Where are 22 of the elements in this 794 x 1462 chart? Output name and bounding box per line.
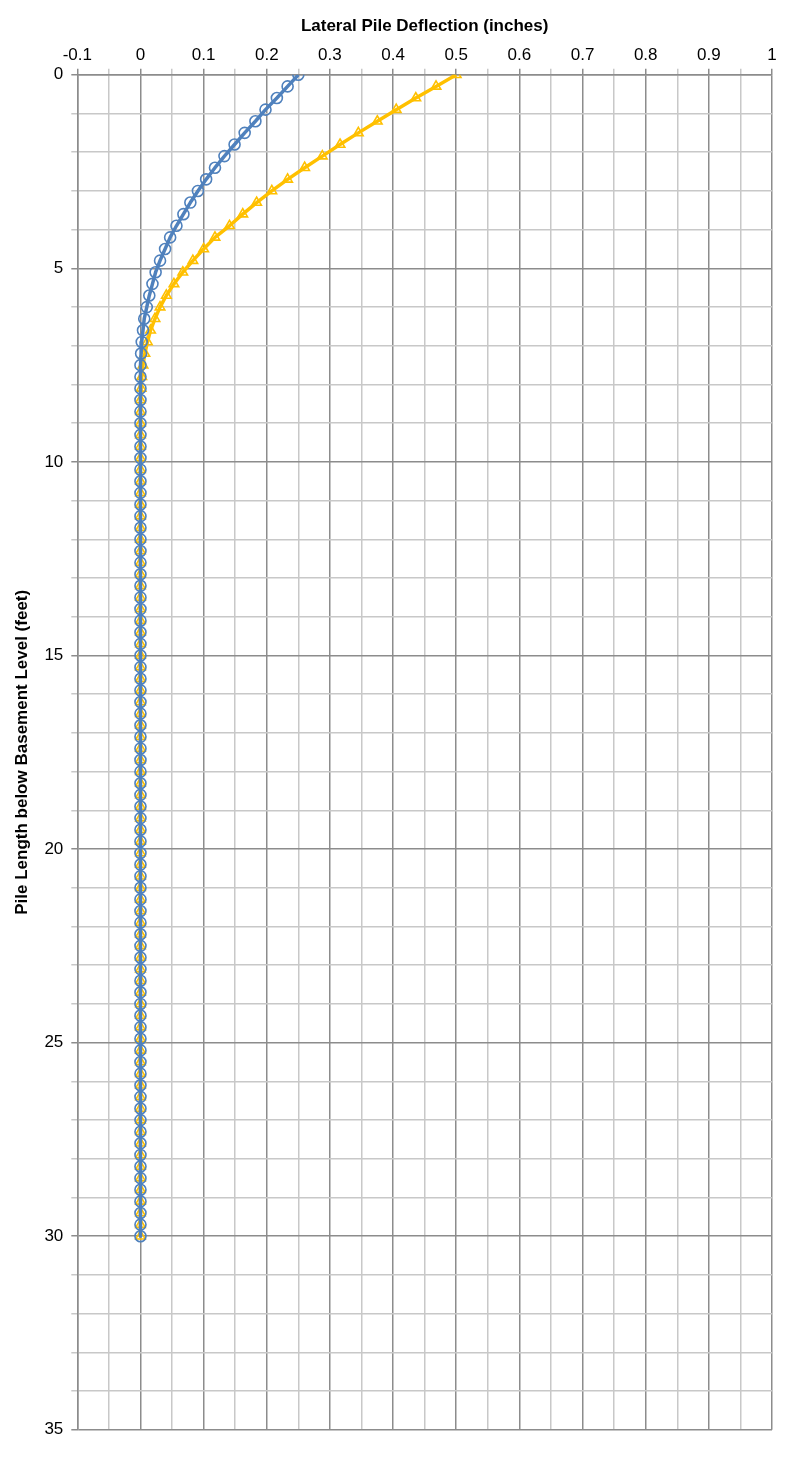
y-tick-label: 0 <box>53 64 64 84</box>
y-tick-label: 25 <box>44 1032 64 1052</box>
y-tick-label: 5 <box>53 258 64 278</box>
x-tick-label: 0.1 <box>191 45 216 65</box>
x-tick-label: 0.2 <box>254 45 279 65</box>
y-tick-label: 30 <box>44 1225 64 1245</box>
y-tick-label: 10 <box>44 451 64 471</box>
x-axis-title: Lateral Pile Deflection (inches) <box>300 15 549 35</box>
x-tick-label: -0.1 <box>62 45 92 65</box>
x-tick-label: 0.4 <box>381 45 405 65</box>
y-axis-title: Pile Length below Basement Level (feet) <box>11 589 31 915</box>
x-tick-label: 0.6 <box>507 45 532 65</box>
y-tick-label: 15 <box>44 645 64 665</box>
x-tick-label: 0 <box>135 45 146 65</box>
x-tick-label: 0.5 <box>444 45 469 65</box>
x-tick-label: 0.3 <box>318 45 342 65</box>
x-tick-label: 0.7 <box>570 45 595 65</box>
y-tick-label: 35 <box>44 1419 64 1439</box>
x-tick-label: 0.9 <box>697 45 721 65</box>
x-tick-label: 0.8 <box>633 45 658 65</box>
x-tick-label: 1 <box>767 45 777 65</box>
y-tick-label: 20 <box>44 838 64 858</box>
